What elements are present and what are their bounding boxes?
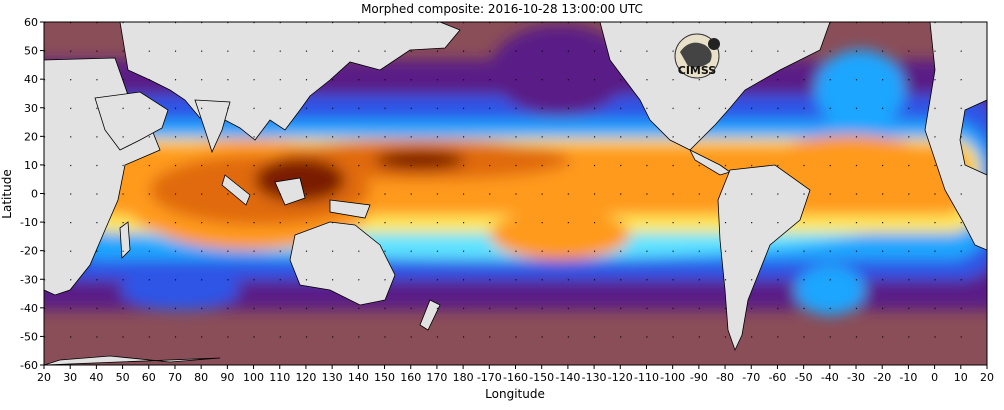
x-tick-label: -100 bbox=[660, 371, 685, 384]
x-tick-label: -80 bbox=[716, 371, 734, 384]
cimss-logo: CIMSS bbox=[674, 33, 720, 79]
x-tick-label: 160 bbox=[400, 371, 421, 384]
x-tick-label: 80 bbox=[194, 371, 208, 384]
x-tick-label: -40 bbox=[821, 371, 839, 384]
y-tick-label: -50 bbox=[20, 330, 38, 343]
y-axis-label: Latitude bbox=[0, 169, 14, 218]
x-tick-label: 50 bbox=[116, 371, 130, 384]
x-tick-label: -60 bbox=[768, 371, 786, 384]
y-tick-label: -20 bbox=[20, 245, 38, 258]
x-tick-label: 70 bbox=[168, 371, 182, 384]
x-tick-label: 150 bbox=[374, 371, 395, 384]
x-tick-label: 20 bbox=[37, 371, 51, 384]
x-tick-label: 110 bbox=[269, 371, 290, 384]
y-tick-label: -40 bbox=[20, 302, 38, 315]
x-tick-label: -120 bbox=[608, 371, 633, 384]
x-tick-label: 20 bbox=[980, 371, 994, 384]
y-tick-label: 0 bbox=[31, 188, 38, 201]
x-tick-label: -20 bbox=[873, 371, 891, 384]
y-tick-label: 20 bbox=[24, 130, 38, 143]
x-tick-label: 170 bbox=[426, 371, 447, 384]
y-tick-label: -10 bbox=[20, 216, 38, 229]
y-tick-label: 10 bbox=[24, 159, 38, 172]
x-tick-label: -170 bbox=[477, 371, 502, 384]
x-tick-label: -140 bbox=[555, 371, 580, 384]
x-tick-label: 60 bbox=[142, 371, 156, 384]
y-tick-label: 40 bbox=[24, 73, 38, 86]
x-tick-label: -160 bbox=[503, 371, 528, 384]
x-tick-label: 140 bbox=[348, 371, 369, 384]
x-tick-label: 120 bbox=[295, 371, 316, 384]
map-plot-area bbox=[44, 22, 987, 365]
x-tick-label: -70 bbox=[742, 371, 760, 384]
y-tick-label: -30 bbox=[20, 273, 38, 286]
x-tick-label: 100 bbox=[243, 371, 264, 384]
x-tick-label: 0 bbox=[931, 371, 938, 384]
map-title: Morphed composite: 2016-10-28 13:00:00 U… bbox=[361, 2, 643, 16]
x-tick-label: 10 bbox=[954, 371, 968, 384]
x-tick-label: -90 bbox=[690, 371, 708, 384]
y-tick-label: 30 bbox=[24, 102, 38, 115]
x-tick-label: 180 bbox=[453, 371, 474, 384]
x-tick-label: 40 bbox=[89, 371, 103, 384]
x-tick-label: -30 bbox=[847, 371, 865, 384]
x-tick-label: -110 bbox=[634, 371, 659, 384]
x-tick-label: -10 bbox=[899, 371, 917, 384]
y-axis-ticks: 60 50 40 30 20 10 0 -10 -20 -30 -40 -50 -60 bbox=[20, 16, 44, 372]
x-tick-label: -130 bbox=[582, 371, 607, 384]
y-tick-label: 50 bbox=[24, 45, 38, 58]
x-tick-label: -50 bbox=[795, 371, 813, 384]
x-axis-label: Longitude bbox=[485, 387, 545, 401]
x-tick-label: 90 bbox=[220, 371, 234, 384]
y-tick-label: 60 bbox=[24, 16, 38, 29]
grid-dots bbox=[44, 22, 987, 365]
y-tick-label: -60 bbox=[20, 359, 38, 372]
x-tick-label: 30 bbox=[63, 371, 77, 384]
x-tick-label: 130 bbox=[322, 371, 343, 384]
x-tick-label: -150 bbox=[529, 371, 554, 384]
logo-text: CIMSS bbox=[678, 64, 717, 77]
x-axis-ticks: 20 30 40 50 60 70 80 90 100 110 120 130 140 150 160 170… bbox=[37, 365, 994, 384]
